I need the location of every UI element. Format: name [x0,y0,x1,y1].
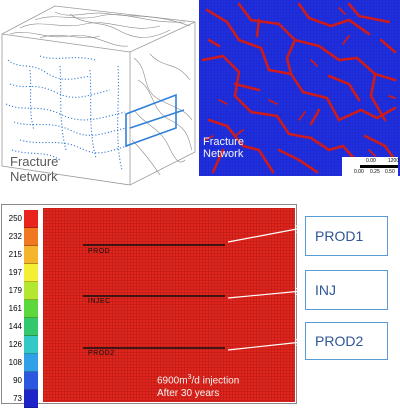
legend-row: 215 [5,246,41,264]
legend-row: 161 [5,300,41,318]
temperature-legend: 250 232 215 197 179 161 144 126 108 90 73 [5,210,41,408]
legend-swatch [24,246,38,264]
legend-swatch [24,372,38,390]
caption-line1: Fracture [10,154,59,169]
legend-value: 144 [8,322,22,331]
legend-value: 197 [8,268,22,277]
legend-value: 126 [8,340,22,349]
legend-row: 108 [5,354,41,372]
injection-note-line2: After 30 years [157,388,220,400]
injection-note: 6900m3/d injection After 30 years [157,371,239,400]
callout-prod2: PROD2 [305,322,388,360]
scale-bar: 0.00 1200 0.00 0.25 0.50 [338,157,400,177]
fracture-network-caption-left: Fracture Network [10,154,58,184]
legend-value: 161 [8,304,22,313]
legend-row: 232 [5,228,41,246]
legend-row: 197 [5,264,41,282]
callout-prod1: PROD1 [305,216,388,256]
scale-bar-line [360,165,398,168]
well-label-prod2: PROD2 [88,350,115,357]
callout-inj: INJ [305,270,388,310]
note-unit: /d injection [191,375,240,387]
legend-swatch [24,228,38,246]
legend-value: 250 [8,214,22,223]
legend-row: 144 [5,318,41,336]
legend-swatch [24,210,38,228]
legend-value: 90 [13,376,22,385]
scale-bottom-0: 0.00 [354,169,364,175]
legend-swatch [24,300,38,318]
legend-value: 179 [8,286,22,295]
legend-row: 90 [5,372,41,390]
legend-value: 73 [13,394,22,403]
scale-bottom-1: 0.25 [370,169,380,175]
note-rate: 6900m [157,375,188,387]
fracture-network-caption-right: Fracture Network [203,136,244,160]
fracture-map [199,0,400,176]
legend-swatch [24,354,38,372]
legend-swatch [24,336,38,354]
scale-top-right: 1200 [388,158,400,164]
legend-row: 126 [5,336,41,354]
caption-line2: Network [10,169,58,184]
legend-swatch [24,318,38,336]
note-sup: 3 [187,374,192,381]
scale-bottom-2: 0.50 [385,169,395,175]
legend-row: 179 [5,282,41,300]
legend-swatch [24,264,38,282]
well-label-inj: INJEC [88,298,111,305]
legend-swatch [24,282,38,300]
fracture-block-diagram [1,5,196,186]
well-label-prod1: PROD [88,248,111,255]
legend-value: 232 [8,232,22,241]
legend-swatch [24,390,38,408]
caption-line1: Fracture [203,136,244,148]
legend-row: 73 [5,390,41,408]
legend-value: 215 [8,250,22,259]
legend-value: 108 [8,358,22,367]
injection-note-line1: 6900m3/d injection [157,371,239,387]
scale-top-left: 0.00 [366,158,376,164]
caption-line2: Network [203,148,244,160]
legend-row: 250 [5,210,41,228]
